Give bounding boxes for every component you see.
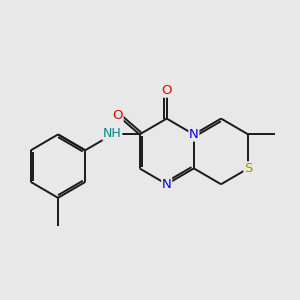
Text: O: O xyxy=(161,84,172,97)
Text: N: N xyxy=(162,178,172,191)
Text: O: O xyxy=(112,109,123,122)
Text: S: S xyxy=(244,162,252,175)
Text: NH: NH xyxy=(103,127,122,140)
Text: N: N xyxy=(189,128,199,141)
